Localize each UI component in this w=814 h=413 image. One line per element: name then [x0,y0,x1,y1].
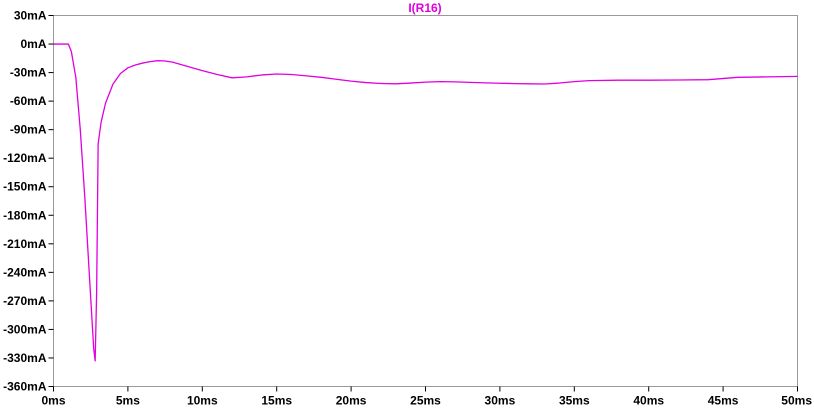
y-tick-label: 0mA [20,37,46,51]
y-tick-label: -90mA [10,123,47,137]
x-tick-label: 20ms [336,394,367,408]
x-tick-label: 30ms [485,394,516,408]
chart-title[interactable]: I(R16) [408,1,441,15]
y-tick-label: -240mA [3,265,47,279]
y-tick-label: -270mA [3,294,47,308]
y-tick-label: 30mA [14,9,47,23]
x-tick-label: 50ms [781,394,812,408]
x-tick-label: 25ms [410,394,441,408]
x-tick-label: 40ms [633,394,664,408]
trace-line-i-r16 [53,43,798,362]
y-tick-label: -60mA [10,94,47,108]
plot-frame [53,15,798,387]
x-tick-label: 5ms [116,394,140,408]
y-tick-label: -180mA [3,208,47,222]
y-tick-label: -120mA [3,151,47,165]
y-tick-label: -360mA [3,380,47,394]
x-tick-label: 35ms [559,394,590,408]
y-tick-label: -300mA [3,322,47,336]
x-tick-label: 45ms [708,394,739,408]
x-tick-label: 15ms [261,394,292,408]
y-tick-label: -30mA [10,66,47,80]
y-tick-label: -210mA [3,237,47,251]
x-tick-label: 10ms [187,394,218,408]
y-tick-label: -330mA [3,351,47,365]
x-axis: 0ms 5ms 10ms 15ms 20ms 25ms 30ms 35ms 40ms 45ms 50… [41,386,812,408]
y-axis: 30mA 0mA -30mA -60mA -90mA -120mA -150mA -180mA… [3,9,54,394]
y-tick-label: -150mA [3,180,47,194]
x-tick-label: 0ms [41,394,65,408]
